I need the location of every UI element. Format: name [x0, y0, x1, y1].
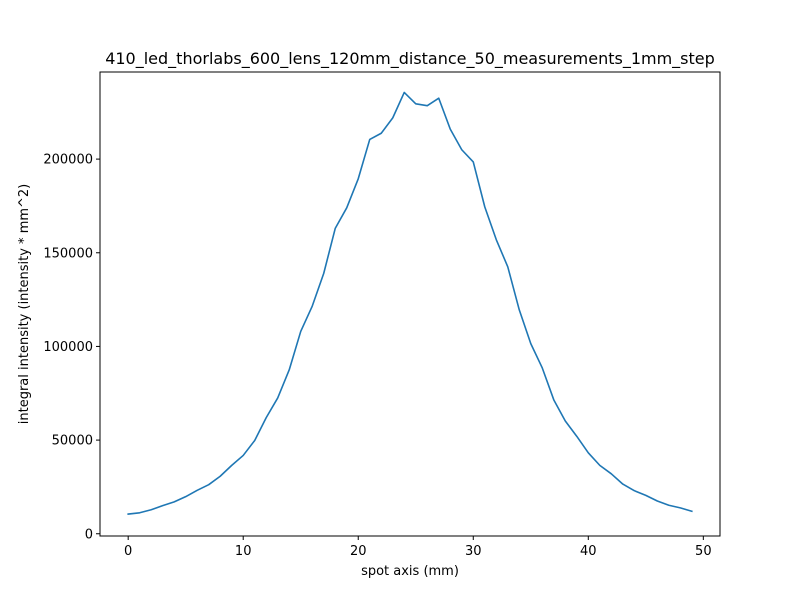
y-tick-label: 100000 — [43, 340, 93, 355]
data-series-line — [127, 91, 693, 515]
x-tick-label: 50 — [695, 544, 712, 559]
y-tick-label: 150000 — [43, 246, 93, 261]
y-tick-label: 200000 — [43, 153, 93, 168]
x-axis-ticks: 0 10 20 30 40 50 — [124, 536, 712, 559]
x-tick-label: 40 — [580, 544, 597, 559]
y-axis-ticks: 0 50000 100000 150000 200000 — [43, 153, 100, 542]
x-tick-label: 0 — [124, 544, 132, 559]
plot-area-frame — [99, 71, 721, 537]
y-axis-label: integral intensity (intensity * mm^2) — [17, 184, 32, 425]
chart-title: 410_led_thorlabs_600_lens_120mm_distance… — [105, 49, 715, 69]
x-tick-label: 20 — [350, 544, 367, 559]
y-tick-label: 0 — [85, 527, 93, 542]
x-tick-label: 10 — [235, 544, 252, 559]
y-tick-label: 50000 — [52, 434, 93, 449]
x-axis-label: spot axis (mm) — [361, 564, 459, 579]
x-tick-label: 30 — [465, 544, 482, 559]
